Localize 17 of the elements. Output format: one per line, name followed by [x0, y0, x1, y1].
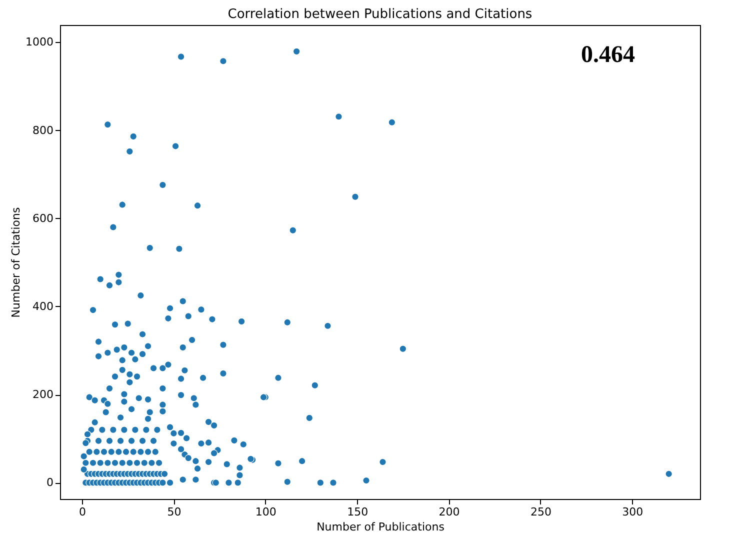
annotation: 0.464 — [581, 42, 635, 68]
y-axis-title: Number of Citations — [10, 207, 23, 318]
y-tick-label: 600 — [32, 212, 54, 225]
y-tick-label: 200 — [32, 388, 54, 402]
y-tick-label: 1000 — [26, 36, 54, 49]
y-tick-label: 400 — [32, 300, 54, 313]
x-tick-label: 150 — [347, 506, 368, 518]
x-tick-label: 100 — [255, 506, 276, 518]
chart-title: Correlation between Publications and Citations — [228, 7, 532, 22]
x-tick-label: 50 — [167, 506, 182, 518]
x-tick-label: 0 — [79, 506, 86, 518]
x-tick-label: 300 — [622, 506, 644, 518]
x-tick-label: 200 — [438, 506, 460, 518]
y-tick-label: 0 — [46, 476, 54, 490]
y-tick-label: 800 — [32, 124, 54, 137]
x-tick-label: 250 — [530, 506, 552, 518]
x-axis-title: Number of Publications — [316, 520, 445, 534]
